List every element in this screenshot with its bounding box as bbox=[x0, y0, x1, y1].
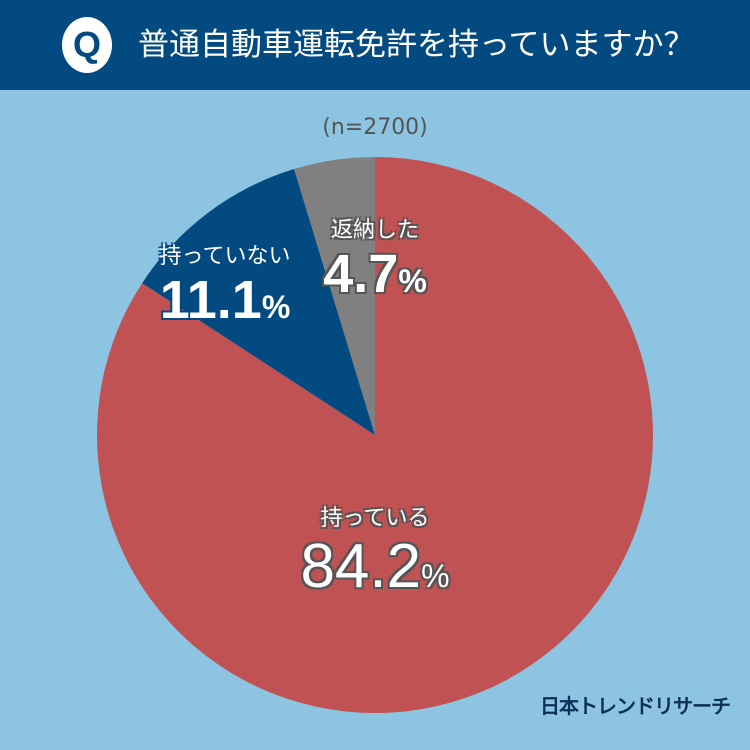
pie-slice bbox=[142, 169, 375, 435]
header-bar: Q 普通自動車運転免許を持っていますか？ bbox=[0, 0, 750, 90]
q-badge-icon: Q bbox=[62, 17, 112, 73]
pie-slice bbox=[294, 157, 375, 435]
brand-logo: 日本トレンドリサーチ bbox=[540, 694, 731, 718]
label-dont-have: 持っていない 11.1% bbox=[159, 244, 291, 330]
question-title: 普通自動車運転免許を持っていますか？ bbox=[138, 27, 695, 63]
sample-size: (n=2700) bbox=[322, 115, 428, 140]
label-returned: 返納した 4.7% bbox=[323, 218, 427, 304]
pie-slice bbox=[97, 157, 654, 714]
label-have: 持っている 84.2% bbox=[300, 506, 450, 601]
